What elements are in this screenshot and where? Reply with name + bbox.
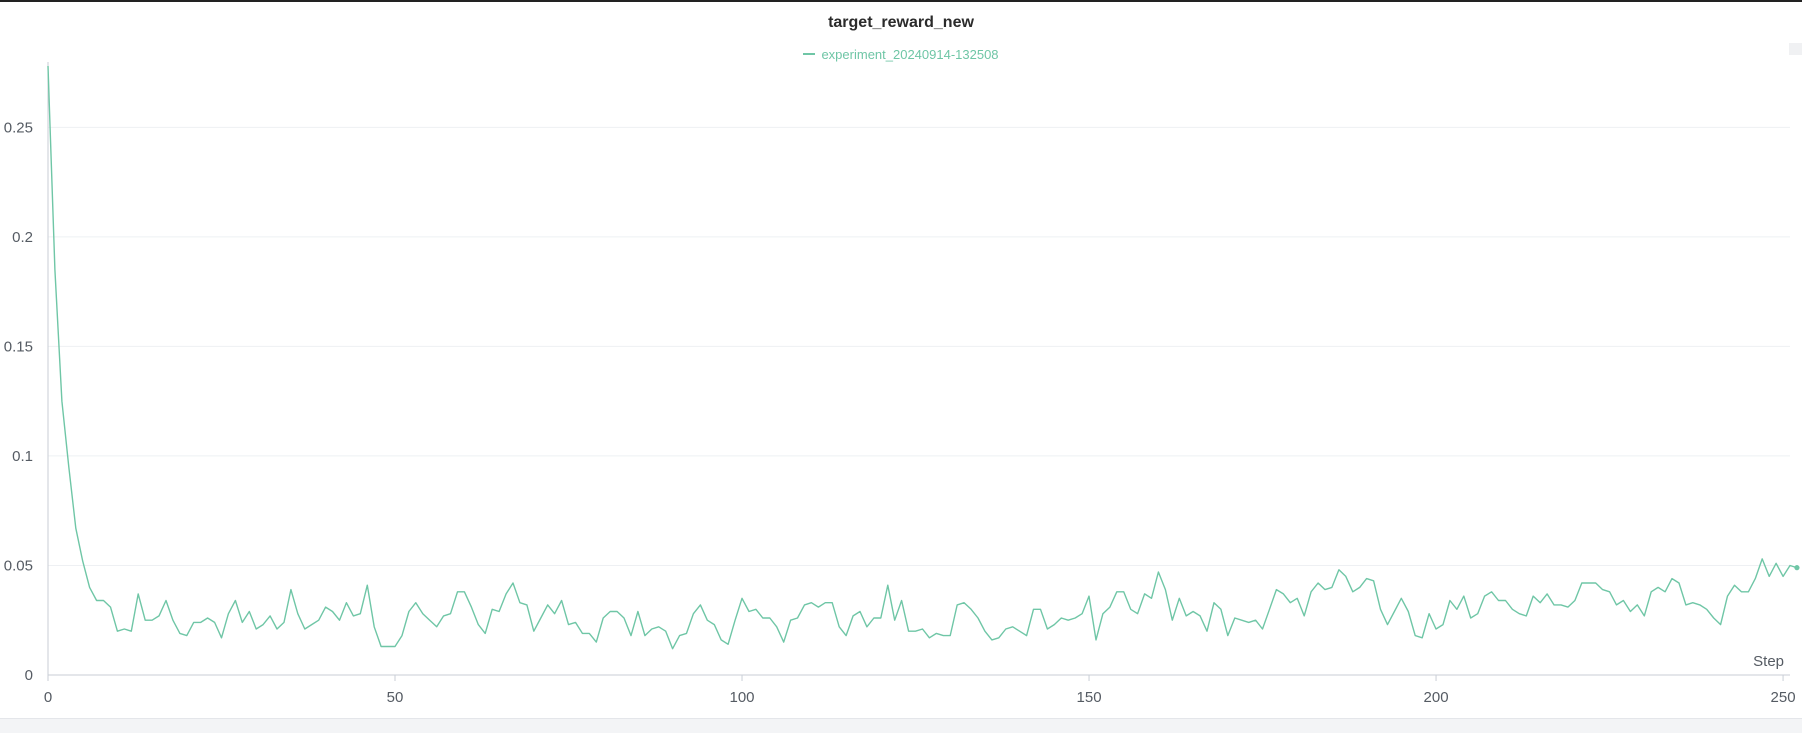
chart-legend: experiment_20240914-132508 (0, 43, 1802, 62)
window-top-edge (0, 0, 1802, 2)
legend-item[interactable]: experiment_20240914-132508 (803, 46, 999, 62)
y-tick-label: 0.15 (4, 338, 33, 355)
series-last-point (1794, 565, 1800, 571)
x-tick-label: 250 (1771, 689, 1796, 706)
x-tick-label: 100 (730, 689, 755, 706)
bottom-scrollbar[interactable] (0, 718, 1802, 733)
y-tick-label: 0 (25, 667, 33, 684)
x-tick-label: 150 (1077, 689, 1102, 706)
y-tick-label: 0.1 (12, 448, 33, 465)
grid-lines (48, 126, 1790, 566)
y-tick-label: 0.25 (4, 119, 33, 136)
axes: 0 0.05 0.1 0.15 0.2 0.25 0 50 100 150 200 250 (4, 62, 1796, 706)
x-tick-label: 50 (387, 689, 404, 706)
x-axis-label: Step (1753, 653, 1784, 670)
panel-resize-handle[interactable] (1789, 43, 1802, 55)
legend-swatch-icon (803, 53, 816, 55)
series-layer (47, 65, 1800, 650)
legend-label: experiment_20240914-132508 (821, 46, 999, 62)
y-tick-label: 0.2 (12, 229, 33, 246)
series-line (47, 65, 1798, 650)
y-tick-label: 0.05 (4, 557, 33, 574)
chart-title: target_reward_new (828, 14, 974, 31)
x-tick-label: 200 (1424, 689, 1449, 706)
x-tick-label: 0 (44, 689, 52, 706)
